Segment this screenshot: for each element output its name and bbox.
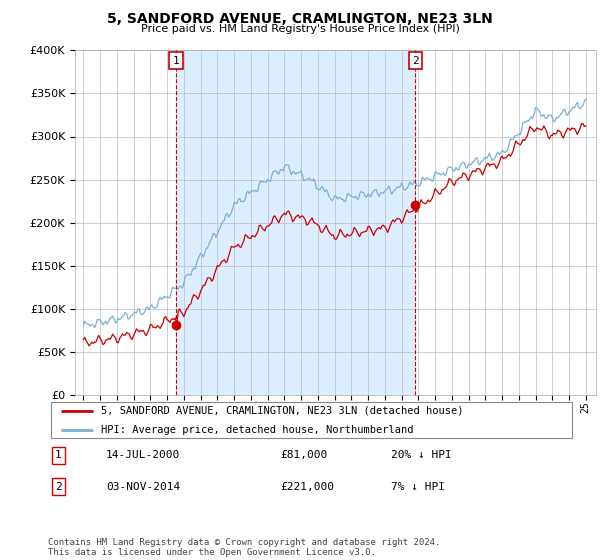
Text: 1: 1 bbox=[55, 450, 62, 460]
Text: 5, SANDFORD AVENUE, CRAMLINGTON, NE23 3LN: 5, SANDFORD AVENUE, CRAMLINGTON, NE23 3L… bbox=[107, 12, 493, 26]
Text: 2: 2 bbox=[55, 482, 62, 492]
FancyBboxPatch shape bbox=[50, 402, 572, 437]
Text: 14-JUL-2000: 14-JUL-2000 bbox=[106, 450, 181, 460]
Text: Price paid vs. HM Land Registry's House Price Index (HPI): Price paid vs. HM Land Registry's House … bbox=[140, 24, 460, 34]
Text: Contains HM Land Registry data © Crown copyright and database right 2024.
This d: Contains HM Land Registry data © Crown c… bbox=[48, 538, 440, 557]
Text: 7% ↓ HPI: 7% ↓ HPI bbox=[391, 482, 445, 492]
Text: 5, SANDFORD AVENUE, CRAMLINGTON, NE23 3LN (detached house): 5, SANDFORD AVENUE, CRAMLINGTON, NE23 3L… bbox=[101, 405, 463, 416]
Text: 2: 2 bbox=[412, 56, 419, 66]
Text: £81,000: £81,000 bbox=[280, 450, 328, 460]
Text: £221,000: £221,000 bbox=[280, 482, 334, 492]
Text: 03-NOV-2014: 03-NOV-2014 bbox=[106, 482, 181, 492]
Text: 1: 1 bbox=[173, 56, 179, 66]
Text: HPI: Average price, detached house, Northumberland: HPI: Average price, detached house, Nort… bbox=[101, 424, 413, 435]
Bar bbox=[176, 50, 415, 395]
Text: 20% ↓ HPI: 20% ↓ HPI bbox=[391, 450, 452, 460]
